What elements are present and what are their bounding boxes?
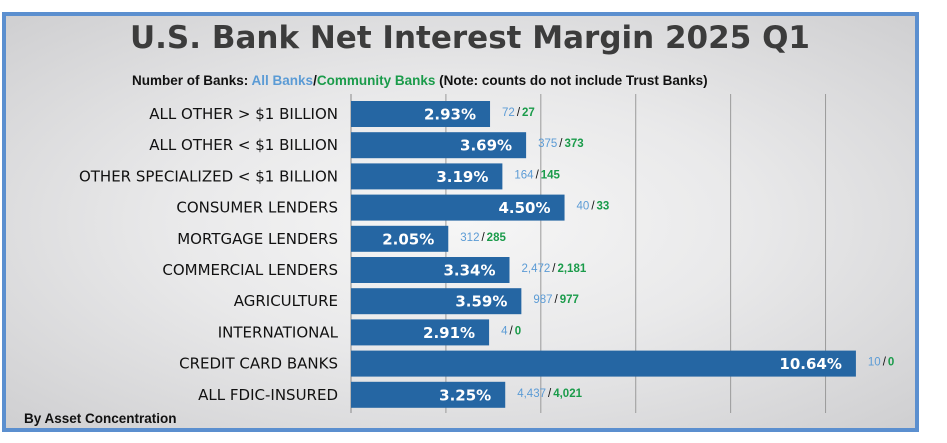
bank-count-label: 4/0: [501, 325, 521, 337]
category-label: COMMERCIAL LENDERS: [162, 261, 338, 279]
count-community-banks: 145: [541, 169, 561, 181]
chart-footnote: By Asset Concentration: [24, 411, 177, 426]
count-separator: /: [552, 263, 556, 275]
count-community-banks: 373: [564, 138, 583, 150]
count-all-banks: 375: [538, 138, 557, 150]
count-community-banks: 0: [888, 357, 894, 369]
value-label: 4.50%: [498, 199, 550, 217]
bank-count-label: 164/145: [514, 169, 560, 181]
count-all-banks: 987: [533, 294, 552, 306]
value-label: 3.25%: [439, 386, 491, 404]
bar: [351, 381, 506, 408]
bar: [351, 194, 565, 221]
category-label: CONSUMER LENDERS: [176, 199, 338, 217]
category-label: MORTGAGE LENDERS: [177, 230, 338, 248]
count-community-banks: 33: [597, 201, 610, 213]
value-label: 2.05%: [382, 230, 434, 248]
count-community-banks: 285: [487, 232, 507, 244]
category-label: ALL FDIC-INSURED: [198, 386, 338, 404]
value-label: 3.59%: [455, 293, 507, 311]
count-separator: /: [536, 169, 540, 181]
bank-count-label: 72/27: [502, 107, 535, 119]
category-label: CREDIT CARD BANKS: [179, 355, 338, 373]
subtitle-all-banks: All Banks: [251, 73, 314, 88]
value-label: 10.64%: [779, 355, 841, 373]
chart-subtitle: Number of Banks: All Banks/Community Ban…: [132, 73, 708, 88]
subtitle-community-banks: Community Banks: [316, 73, 436, 88]
bar: [351, 257, 510, 283]
chart-title: U.S. Bank Net Interest Margin 2025 Q1: [129, 20, 810, 56]
count-separator: /: [591, 201, 595, 213]
bank-count-label: 987/977: [533, 294, 579, 306]
count-community-banks: 977: [560, 294, 579, 306]
bank-count-label: 10/0: [868, 357, 894, 369]
category-label: AGRICULTURE: [234, 292, 338, 310]
bank-count-label: 312/285: [460, 232, 506, 244]
bar: [351, 163, 503, 190]
value-label: 2.93%: [424, 106, 476, 124]
count-all-banks: 40: [577, 201, 590, 213]
count-all-banks: 164: [514, 169, 534, 181]
count-all-banks: 312: [460, 232, 479, 244]
count-all-banks: 10: [868, 357, 881, 369]
value-label: 2.91%: [423, 324, 475, 342]
bar: [351, 288, 522, 315]
category-label: ALL OTHER < $1 BILLION: [149, 136, 338, 154]
count-community-banks: 4,021: [553, 388, 582, 400]
subtitle-separator: /: [313, 73, 317, 88]
value-label: 3.19%: [436, 168, 488, 186]
count-separator: /: [509, 325, 513, 337]
category-label: ALL OTHER > $1 BILLION: [149, 105, 338, 123]
bank-count-label: 375/373: [538, 138, 584, 150]
bar: [351, 225, 449, 252]
bank-count-label: 4,437/4,021: [517, 388, 582, 400]
bar: [351, 101, 491, 127]
bank-count-label: 40/33: [577, 201, 610, 213]
count-separator: /: [517, 107, 521, 119]
count-community-banks: 0: [515, 325, 521, 337]
count-all-banks: 2,472: [521, 263, 550, 275]
bars: [351, 101, 856, 408]
bar: [351, 319, 490, 346]
subtitle-prefix: Number of Banks:: [132, 73, 252, 88]
category-label: INTERNATIONAL: [218, 323, 339, 341]
count-separator: /: [481, 232, 485, 244]
value-label: 3.34%: [443, 262, 495, 280]
count-separator: /: [883, 357, 887, 369]
value-label: 3.69%: [460, 137, 512, 155]
count-all-banks: 72: [502, 107, 515, 119]
count-separator: /: [555, 294, 559, 306]
count-community-banks: 27: [522, 107, 535, 119]
bar: [351, 350, 856, 377]
count-all-banks: 4,437: [517, 388, 546, 400]
category-label: OTHER SPECIALIZED < $1 BILLION: [79, 167, 338, 185]
subtitle-note: (Note: counts do not include Trust Banks…: [435, 73, 708, 88]
count-community-banks: 2,181: [557, 263, 586, 275]
count-separator: /: [548, 388, 552, 400]
bank-count-label: 2,472/2,181: [521, 263, 586, 275]
count-separator: /: [559, 138, 563, 150]
bar: [351, 132, 527, 159]
count-all-banks: 4: [501, 325, 508, 337]
